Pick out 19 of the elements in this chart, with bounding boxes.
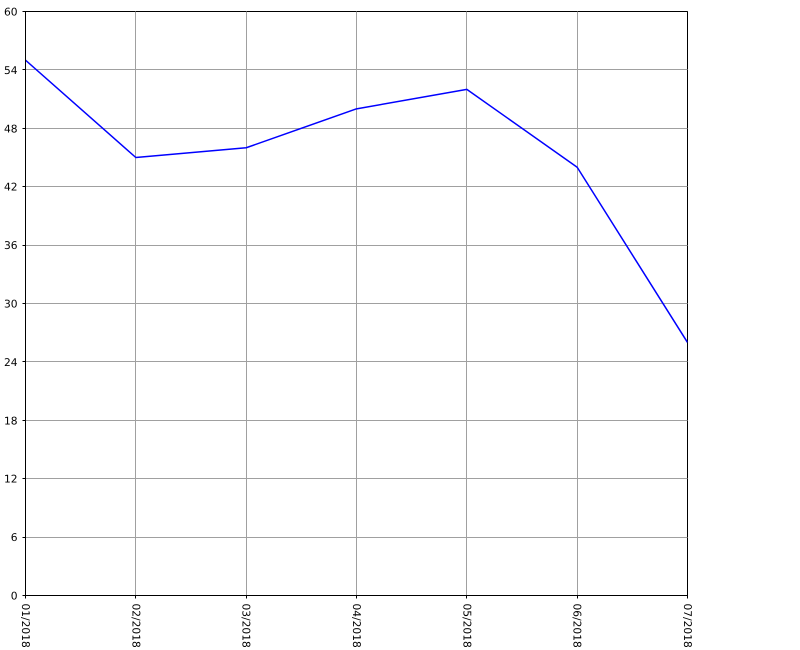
y-tick-label: 30	[4, 298, 18, 310]
y-tick-label: 24	[4, 356, 18, 369]
x-tick-label: 07/2018	[681, 604, 694, 648]
x-tick-label: 01/2018	[19, 604, 32, 648]
x-tick-label: 02/2018	[129, 604, 142, 648]
y-tick-label: 48	[4, 122, 18, 136]
x-tick-label: 06/2018	[570, 604, 584, 648]
x-tick-label: 05/2018	[460, 604, 474, 648]
y-tick-label: 12	[4, 472, 18, 486]
y-tick-label: 60	[4, 6, 18, 18]
x-tick-label: 04/2018	[350, 604, 363, 648]
y-tick-label: 42	[4, 180, 18, 194]
y-tick-label: 0	[10, 590, 18, 602]
line-series	[26, 59, 688, 344]
x-tick-label: 03/2018	[240, 604, 253, 648]
y-tick-label: 6	[10, 531, 18, 544]
y-tick-label: 18	[4, 414, 18, 428]
y-tick-label: 54	[4, 64, 18, 77]
y-tick-label: 36	[4, 239, 18, 252]
